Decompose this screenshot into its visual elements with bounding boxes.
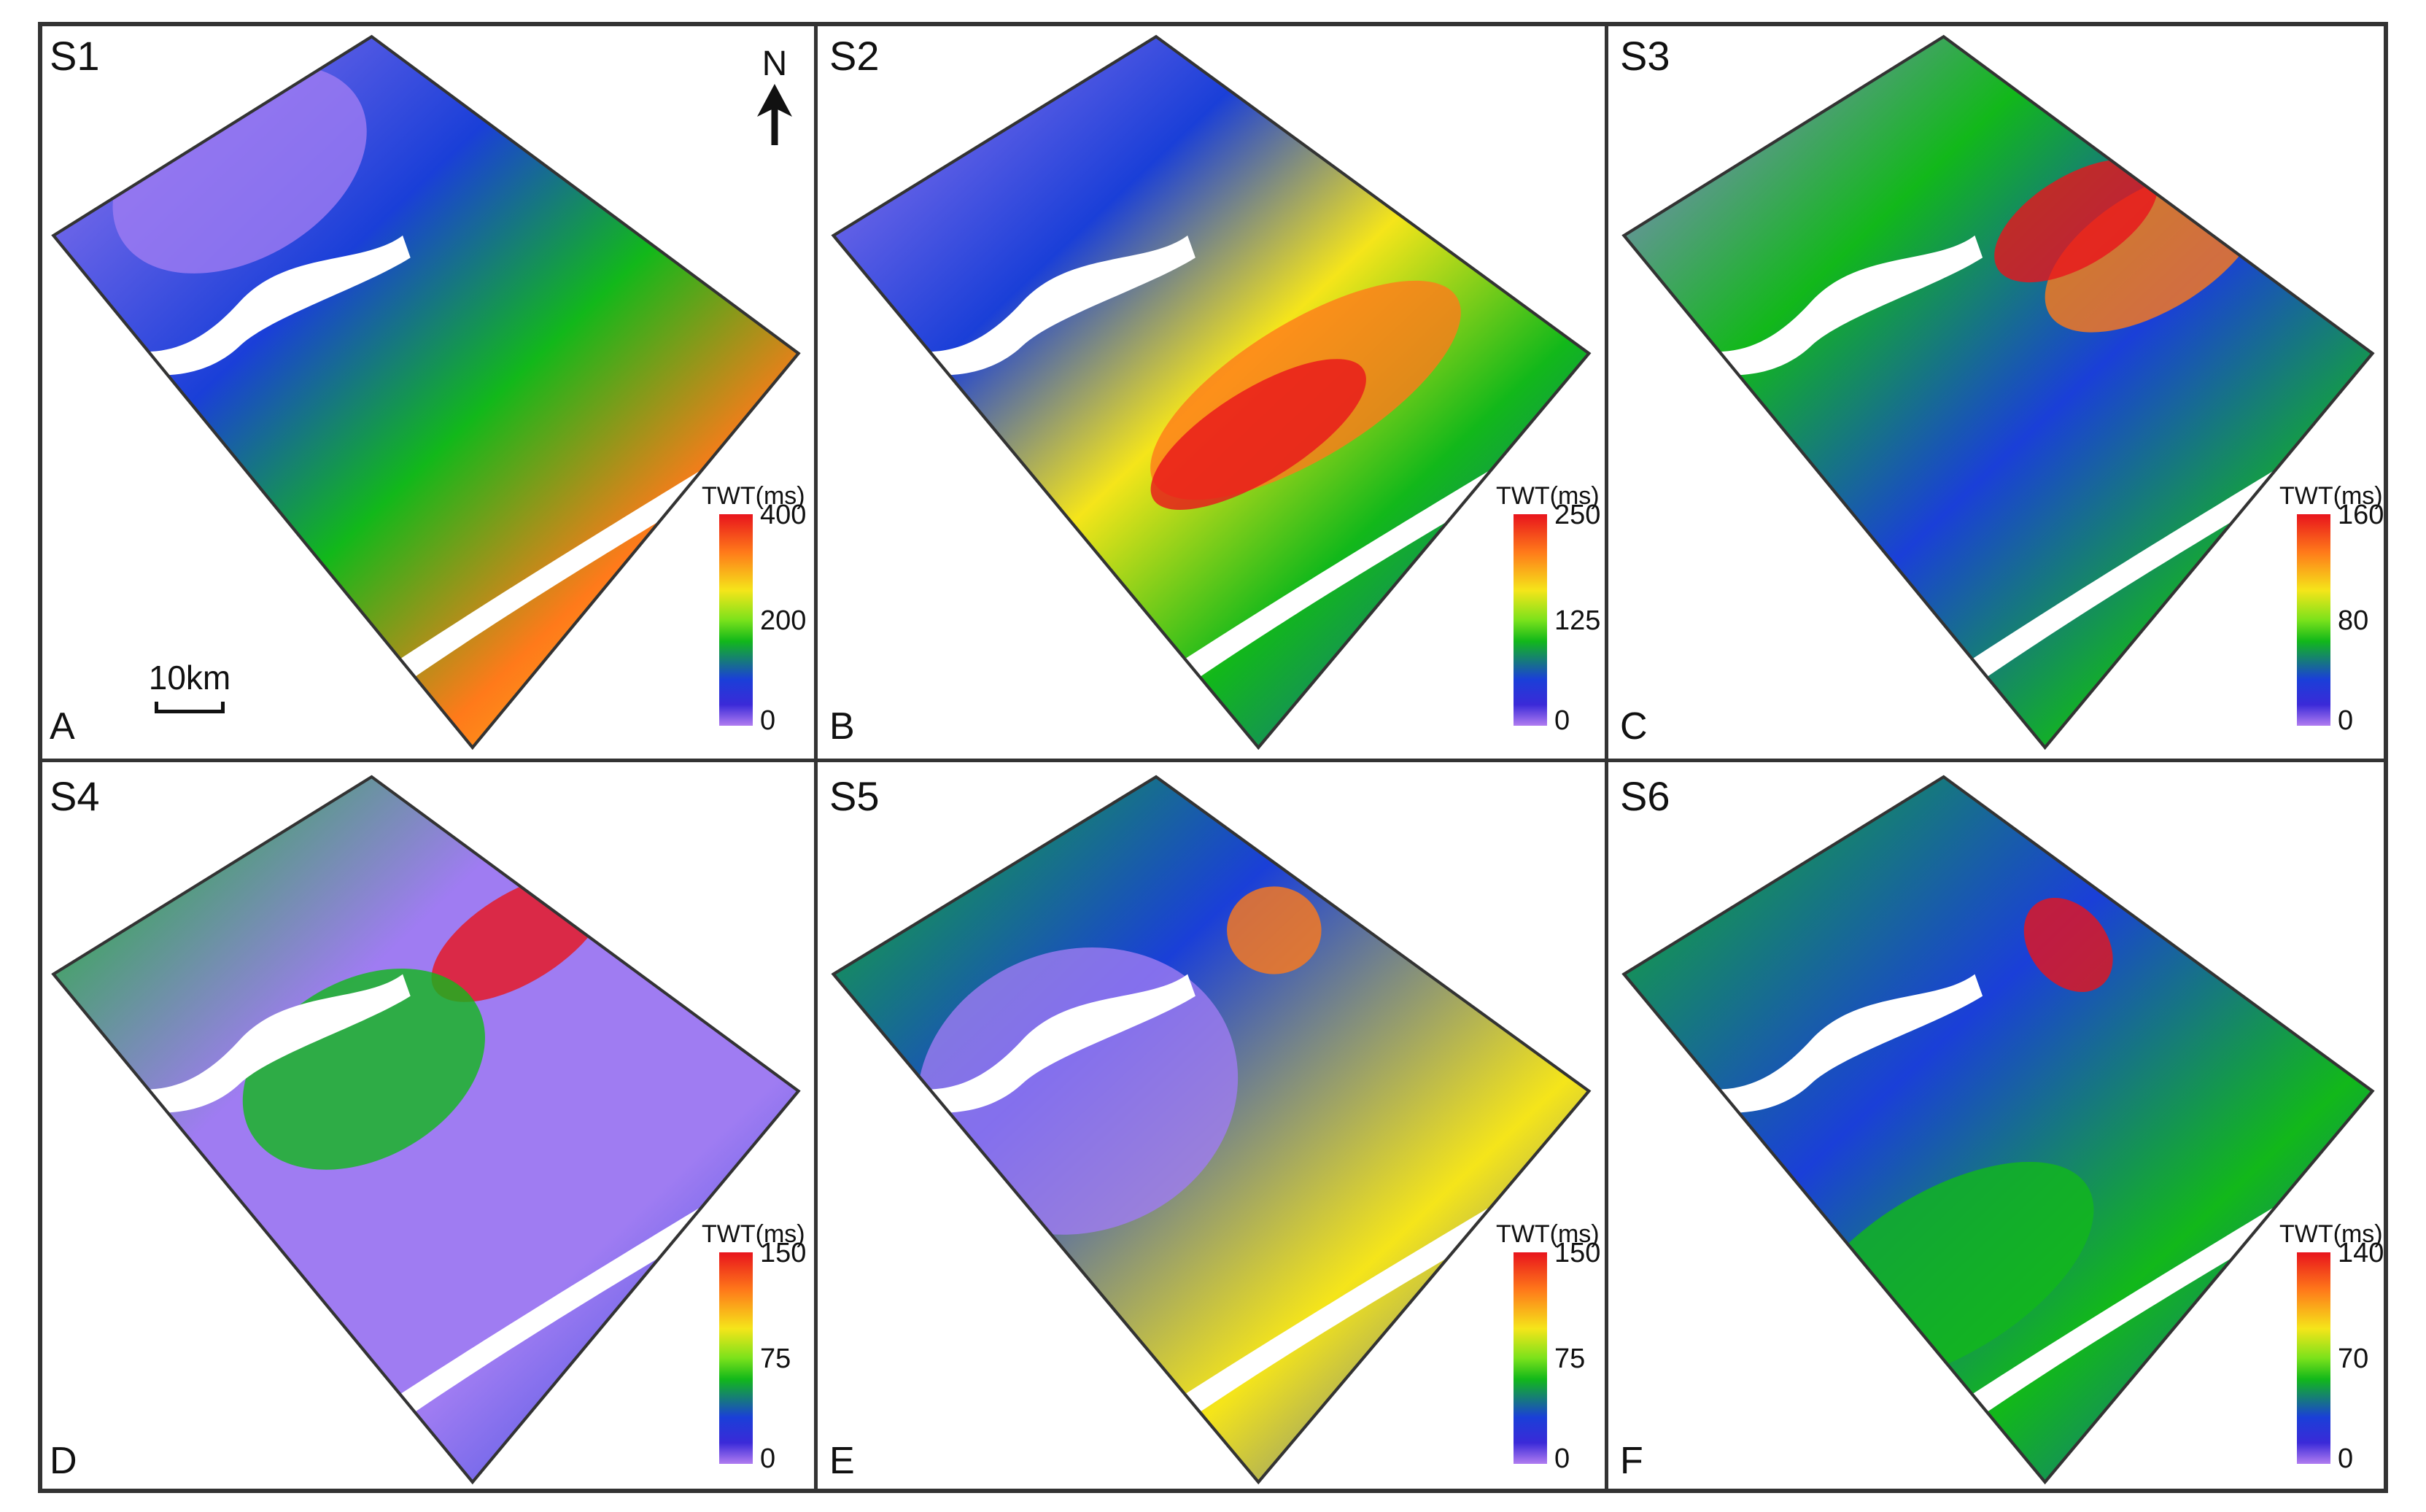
map-panel-s2: S2 B TWT(ms) 250 125 0 xyxy=(814,22,1605,759)
map-outline xyxy=(51,34,801,751)
colorbar-tick-max: 400 xyxy=(760,500,807,530)
colorbar-title: TWT(ms) xyxy=(2279,482,2383,510)
panel-title: S3 xyxy=(1620,33,1670,79)
colorbar-title: TWT(ms) xyxy=(1496,482,1600,510)
panel-letter: D xyxy=(50,1440,77,1482)
colorbar-tick-max: 150 xyxy=(760,1238,807,1268)
upper-fault-gap xyxy=(849,974,1195,1113)
colorbar-title: TWT(ms) xyxy=(702,1220,805,1248)
colorbar-tick-mid: 200 xyxy=(760,605,807,636)
scale-bar-line xyxy=(155,702,225,713)
lower-fault-gap xyxy=(371,1171,768,1431)
north-label: N xyxy=(761,44,788,83)
colorbar-tick-mid: 70 xyxy=(2338,1344,2369,1374)
colorbar-tick-min: 0 xyxy=(1554,1443,1570,1474)
north-arrow: N xyxy=(753,44,797,149)
twt-map-s5 xyxy=(831,775,1592,1485)
colorbar-tick-mid: 75 xyxy=(1554,1344,1586,1374)
colorbar xyxy=(2297,1252,2330,1464)
lower-fault-gap xyxy=(1943,1171,2341,1431)
colorbar-tick-mid: 75 xyxy=(760,1344,791,1374)
panel-letter: A xyxy=(50,705,75,748)
panel-letter: C xyxy=(1620,705,1648,748)
panel-letter: B xyxy=(829,705,855,748)
panel-title: S5 xyxy=(829,773,880,819)
panel-grid-frame xyxy=(38,22,2388,1493)
colorbar-tick-min: 0 xyxy=(2338,1443,2354,1474)
colorbar-tick-min: 0 xyxy=(760,1443,776,1474)
colorbar-tick-mid: 80 xyxy=(2338,605,2369,636)
colorbar-title: TWT(ms) xyxy=(702,482,805,510)
colorbar-tick-min: 0 xyxy=(760,705,776,736)
colorbar-tick-min: 0 xyxy=(1554,705,1570,736)
map-outline xyxy=(831,34,1592,751)
scale-label: 10km xyxy=(148,659,231,697)
colorbar-tick-min: 0 xyxy=(2338,705,2354,736)
twt-map-s2 xyxy=(831,34,1592,751)
twt-map-s4 xyxy=(51,775,801,1485)
colorbar-tick-max: 150 xyxy=(1554,1238,1601,1268)
scale-bar: 10km xyxy=(124,658,255,713)
map-panel-s1: S1 A TWT(ms) 400 200 0 N 10km xyxy=(38,22,814,759)
colorbar xyxy=(719,514,753,726)
upper-fault-gap xyxy=(1639,235,1983,376)
upper-fault-gap xyxy=(1639,974,1983,1113)
upper-fault-gap xyxy=(849,235,1195,376)
map-outline xyxy=(831,775,1592,1485)
panel-letter: F xyxy=(1620,1440,1643,1482)
lower-fault-gap xyxy=(1943,434,2341,697)
map-outline xyxy=(1621,34,2375,751)
panel-letter: E xyxy=(829,1440,855,1482)
colorbar xyxy=(719,1252,753,1464)
panel-title: S1 xyxy=(50,33,100,79)
map-panel-s3: S3 C TWT(ms) 160 80 0 xyxy=(1605,22,2388,759)
lower-fault-gap xyxy=(1155,1171,1558,1431)
map-panel-s4: S4 D TWT(ms) 150 75 0 xyxy=(38,759,814,1493)
lower-fault-gap xyxy=(371,434,768,697)
colorbar-title: TWT(ms) xyxy=(1496,1220,1600,1248)
map-panel-s5: S5 E TWT(ms) 150 75 0 xyxy=(814,759,1605,1493)
upper-fault-gap xyxy=(69,974,411,1113)
panel-title: S6 xyxy=(1620,773,1670,819)
map-outline xyxy=(1621,775,2375,1485)
map-outline xyxy=(51,775,801,1485)
panel-title: S4 xyxy=(50,773,100,819)
colorbar-tick-mid: 125 xyxy=(1554,605,1601,636)
panel-title: S2 xyxy=(829,33,880,79)
colorbar xyxy=(2297,514,2330,726)
colorbar-tick-max: 250 xyxy=(1554,500,1601,530)
colorbar-tick-max: 140 xyxy=(2338,1238,2384,1268)
colorbar-title: TWT(ms) xyxy=(2279,1220,2383,1248)
twt-map-s3 xyxy=(1621,34,2375,751)
map-panel-s6: S6 F TWT(ms) 140 70 0 xyxy=(1605,759,2388,1493)
colorbar xyxy=(1514,1252,1547,1464)
upper-fault-gap xyxy=(69,235,411,376)
colorbar xyxy=(1514,514,1547,726)
lower-fault-gap xyxy=(1155,434,1558,697)
north-arrow-icon xyxy=(757,84,792,145)
colorbar-tick-max: 160 xyxy=(2338,500,2384,530)
twt-map-s1 xyxy=(51,34,801,751)
twt-map-s6 xyxy=(1621,775,2375,1485)
